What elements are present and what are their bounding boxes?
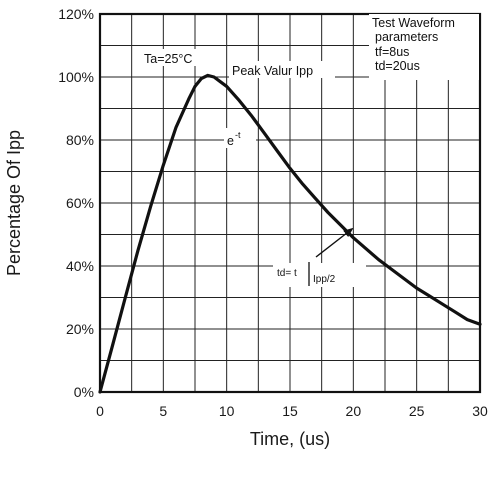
- params-tf: tf=8us: [375, 45, 409, 59]
- td-label: td= t: [277, 268, 297, 279]
- td-label-bg: [273, 263, 366, 287]
- y-tick-label: 40%: [66, 258, 94, 274]
- x-tick-label: 20: [346, 403, 362, 419]
- x-tick-label: 10: [219, 403, 235, 419]
- y-tick-label: 120%: [58, 6, 94, 22]
- decay-label-bg: [224, 128, 256, 148]
- params-title-2: parameters: [375, 30, 438, 44]
- y-tick-label: 100%: [58, 69, 94, 85]
- x-tick-label: 5: [159, 403, 167, 419]
- plot-area-border: [98, 12, 482, 394]
- y-tick-label: 0%: [74, 384, 94, 400]
- td-arrow: [315, 227, 354, 258]
- x-tick-label: 0: [96, 403, 104, 419]
- ambient-label: Ta=25°C: [144, 52, 192, 66]
- peak-label: Peak Valur Ipp: [232, 64, 313, 78]
- params-td: td=20us: [375, 59, 420, 73]
- params-title-1: Test Waveform: [372, 16, 455, 30]
- y-tick-label: 80%: [66, 132, 94, 148]
- params-label-bg: [369, 14, 479, 80]
- td-label-sub: Ipp/2: [313, 274, 336, 285]
- y-tick-label: 20%: [66, 321, 94, 337]
- peak-label-bg: [229, 61, 335, 78]
- ambient-label-bg: [141, 49, 219, 66]
- x-tick-labels: 0 5 10 15 20 25 30: [96, 403, 488, 419]
- x-tick-label: 25: [409, 403, 425, 419]
- y-tick-labels: 0% 20% 40% 60% 80% 100% 120%: [58, 6, 94, 400]
- x-axis-title: Time, (us): [250, 429, 330, 449]
- decay-label-exp: -t: [235, 130, 241, 140]
- x-tick-label: 15: [282, 403, 298, 419]
- decay-label-base: e: [227, 134, 234, 148]
- x-tick-label: 30: [472, 403, 488, 419]
- y-axis-title: Percentage Of Ipp: [4, 130, 24, 276]
- series-line: [98, 73, 482, 394]
- y-tick-label: 60%: [66, 195, 94, 211]
